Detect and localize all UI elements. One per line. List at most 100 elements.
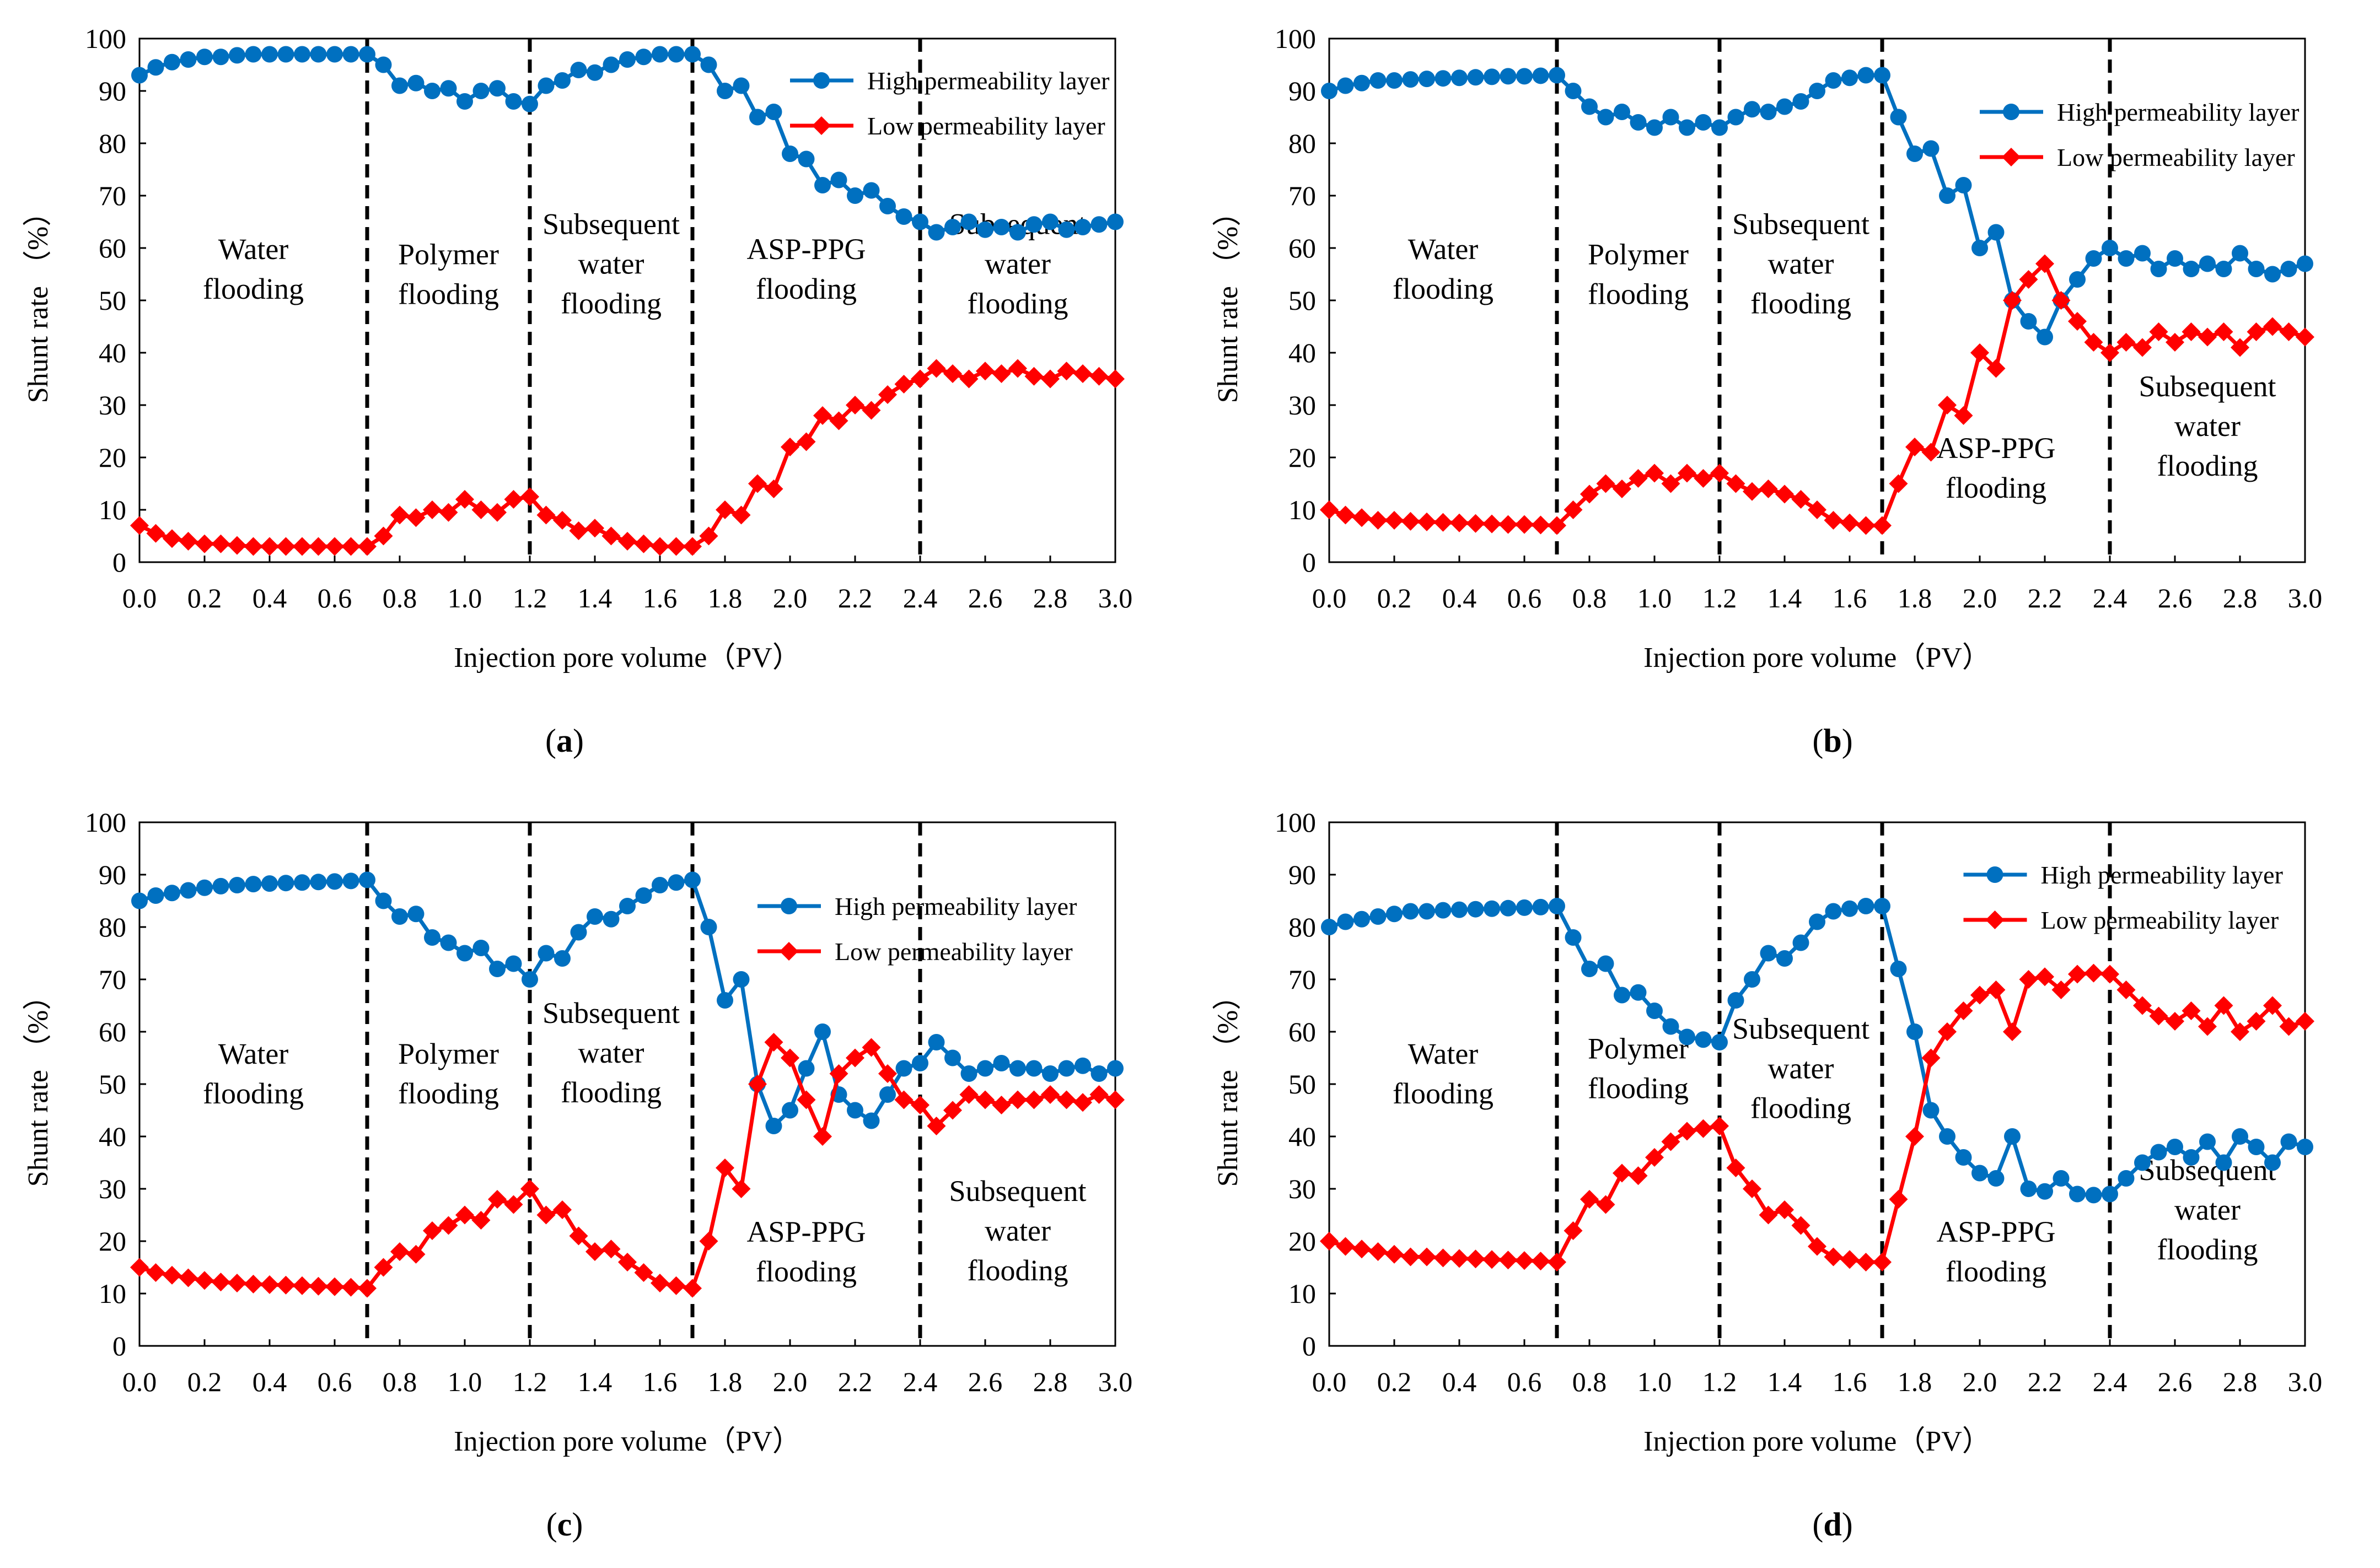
x-tick-label: 0.4: [1442, 583, 1477, 613]
data-point-high: [928, 224, 945, 241]
panel-label-b: (b): [1777, 722, 1888, 760]
data-point-high: [993, 1055, 1010, 1071]
data-point-low: [276, 537, 296, 556]
y-tick-label: 10: [1288, 1278, 1316, 1309]
data-point-low: [293, 1276, 311, 1295]
data-point-low: [1320, 1232, 1339, 1251]
data-point-low: [536, 1205, 556, 1225]
data-point-high: [912, 1055, 928, 1071]
data-point-low: [2214, 996, 2233, 1015]
stage-label-line: Polymer: [1588, 1032, 1689, 1065]
data-point-high: [1058, 1060, 1075, 1077]
data-point-low: [504, 1195, 523, 1214]
stage-label-line: water: [985, 247, 1051, 281]
data-point-low: [732, 1179, 751, 1198]
x-tick-label: 0.8: [383, 1366, 417, 1397]
panel-label-letter: c: [557, 1506, 572, 1543]
data-point-high: [2134, 1154, 2151, 1171]
x-tick-label: 1.0: [1637, 583, 1672, 613]
data-point-low: [992, 364, 1011, 383]
data-point-low: [634, 534, 653, 553]
data-point-low: [1921, 1048, 1941, 1068]
data-point-low: [2003, 1022, 2022, 1041]
data-point-high: [2134, 245, 2151, 262]
data-point-low: [1466, 514, 1485, 533]
data-point-low: [1089, 367, 1109, 386]
data-point-high: [2069, 271, 2086, 288]
legend-marker-low: [780, 942, 798, 961]
y-tick-label: 40: [1288, 1121, 1316, 1152]
legend-label-high: High permeability layer: [835, 892, 1077, 920]
y-tick-label: 90: [99, 859, 126, 890]
x-tick-label: 0.6: [318, 583, 352, 613]
data-point-low: [601, 526, 621, 546]
data-point-low: [943, 364, 962, 383]
x-tick-label: 2.0: [1963, 1366, 1997, 1397]
data-point-high: [700, 56, 717, 73]
data-point-low: [2100, 343, 2119, 362]
data-point-low: [406, 508, 426, 527]
data-point-high: [212, 49, 229, 66]
x-tick-label: 2.2: [838, 583, 873, 613]
data-point-low: [553, 511, 572, 530]
x-tick-label: 2.0: [773, 1366, 808, 1397]
data-point-high: [733, 77, 750, 94]
stage-label-line: flooding: [968, 287, 1068, 320]
data-point-high: [522, 95, 538, 112]
data-point-high: [147, 59, 164, 76]
stage-label-line: Water: [218, 1037, 289, 1070]
data-point-high: [2102, 1186, 2118, 1203]
data-point-high: [294, 46, 310, 63]
data-point-high: [1906, 146, 1923, 162]
data-point-high: [1614, 104, 1630, 120]
x-tick-label: 3.0: [2288, 1366, 2323, 1397]
data-point-low: [1726, 474, 1745, 493]
x-tick-label: 3.0: [1098, 583, 1133, 613]
data-point-low: [1482, 1250, 1501, 1269]
data-point-high: [1890, 109, 1907, 126]
y-tick-label: 50: [1288, 285, 1316, 316]
data-point-high: [1744, 971, 1760, 988]
y-tick-label: 80: [99, 912, 126, 942]
stage-label: Water flooding: [203, 233, 304, 305]
stage-label-line: ASP-PPG: [1936, 1215, 2055, 1248]
stage-label: ASP-PPG flooding: [746, 233, 866, 305]
data-point-low: [2116, 980, 2136, 999]
data-point-low: [764, 479, 783, 498]
data-point-low: [1385, 1244, 1404, 1264]
y-tick-label: 40: [1288, 337, 1316, 368]
x-tick-label: 1.8: [708, 1366, 743, 1397]
data-point-low: [716, 500, 734, 519]
data-point-high: [1516, 68, 1533, 85]
y-tick-label: 70: [1288, 180, 1316, 211]
data-point-low: [2263, 996, 2282, 1015]
data-point-high: [1825, 72, 1842, 89]
data-point-low: [1008, 359, 1027, 378]
data-point-high: [294, 874, 310, 891]
data-point-high: [733, 971, 750, 988]
data-point-high: [1679, 1028, 1695, 1046]
data-point-high: [2150, 261, 2167, 277]
y-tick-label: 20: [1288, 1226, 1316, 1257]
data-point-high: [505, 955, 522, 972]
stage-label-line: ASP-PPG: [1936, 432, 2055, 465]
data-point-low: [992, 1096, 1011, 1114]
stage-label-line: flooding: [1393, 1077, 1493, 1110]
data-point-high: [1369, 908, 1387, 925]
legend-label-high: High permeability layer: [2041, 861, 2283, 889]
data-point-low: [1954, 1001, 1973, 1020]
x-axis-title: Injection pore volume（PV）: [1643, 1426, 1991, 1457]
data-point-low: [1041, 1085, 1060, 1104]
data-point-high: [2264, 1154, 2281, 1171]
data-point-high: [1695, 114, 1712, 131]
x-tick-label: 1.4: [578, 583, 613, 613]
data-point-low: [2263, 317, 2282, 336]
data-point-low: [358, 1279, 377, 1298]
x-tick-label: 2.4: [2093, 1366, 2128, 1397]
legend-label-low: Low permeability layer: [835, 937, 1073, 966]
data-point-low: [2084, 333, 2103, 352]
x-tick-label: 1.6: [1833, 583, 1867, 613]
data-point-low: [260, 537, 279, 556]
x-tick-label: 1.0: [448, 583, 482, 613]
data-point-high: [1971, 240, 1988, 256]
